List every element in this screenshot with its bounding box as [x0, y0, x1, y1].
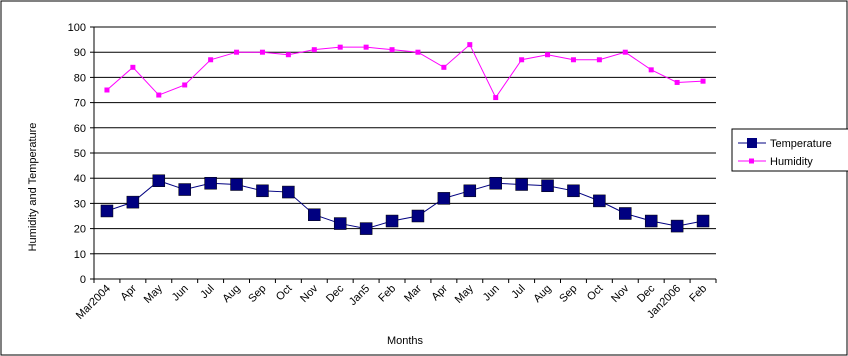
data-point-humidity: [441, 64, 447, 70]
data-point-temperature: [282, 185, 295, 199]
data-point-temperature: [644, 214, 658, 228]
data-point-temperature: [437, 192, 451, 205]
legend-item-temperature: Temperature: [738, 138, 832, 150]
y-tick-label: 20: [74, 224, 86, 236]
data-point-temperature: [178, 183, 191, 196]
y-tick-label: 10: [74, 249, 86, 261]
y-tick-label: 30: [74, 198, 86, 210]
y-tick-label: 60: [74, 123, 86, 135]
data-point-humidity: [337, 44, 343, 50]
data-point-humidity: [596, 57, 602, 63]
series-temperature: [100, 174, 710, 235]
data-point-temperature: [411, 209, 425, 223]
data-point-temperature: [359, 222, 373, 235]
data-point-humidity: [415, 49, 421, 55]
data-point-temperature: [230, 178, 243, 191]
data-point-humidity: [311, 47, 317, 53]
legend-label-humidity: Humidity: [770, 156, 813, 168]
data-point-temperature: [515, 178, 528, 191]
series-humidity: [104, 42, 706, 101]
data-point-humidity: [467, 42, 473, 48]
y-tick-label: 70: [74, 98, 86, 110]
data-point-temperature: [126, 195, 140, 209]
data-point-humidity: [130, 64, 136, 70]
data-point-humidity: [648, 67, 654, 73]
data-point-temperature: [696, 214, 710, 228]
data-point-temperature: [308, 208, 321, 221]
data-point-temperature: [463, 184, 477, 198]
data-point-temperature: [333, 217, 347, 230]
data-point-humidity: [389, 47, 395, 53]
data-point-humidity: [545, 52, 551, 58]
data-point-humidity: [182, 82, 188, 88]
y-tick-label: 40: [74, 173, 86, 185]
y-tick-label: 100: [68, 22, 86, 34]
data-point-humidity: [259, 49, 265, 55]
y-tick-label: 0: [80, 274, 86, 286]
legend-marker-humidity: [749, 158, 754, 164]
data-point-temperature: [670, 219, 684, 233]
data-point-temperature: [100, 204, 114, 218]
data-point-humidity: [363, 44, 369, 50]
data-point-humidity: [674, 79, 680, 85]
data-point-temperature: [489, 176, 502, 190]
y-tick-labels: 0 10 20 30 40 50 60 70 80 90 100: [68, 22, 86, 286]
legend-label-temperature: Temperature: [770, 138, 832, 150]
data-point-humidity: [156, 92, 162, 98]
y-tick-label: 90: [74, 47, 86, 59]
data-point-humidity: [622, 49, 628, 55]
legend-box: [731, 128, 848, 172]
data-point-humidity: [104, 87, 110, 93]
data-point-temperature: [385, 214, 399, 228]
data-point-humidity: [208, 57, 214, 63]
axes: [90, 26, 717, 283]
data-point-humidity: [570, 57, 576, 63]
data-point-temperature: [152, 174, 166, 187]
data-point-humidity: [493, 95, 499, 101]
series-line-humidity: [106, 43, 704, 99]
data-point-temperature: [256, 184, 269, 198]
gridlines: [94, 26, 716, 255]
legend-marker-temperature: [747, 138, 757, 148]
y-tick-label: 50: [74, 148, 86, 160]
data-point-temperature: [541, 179, 554, 193]
data-point-temperature: [593, 194, 606, 208]
y-tick-label: 80: [74, 72, 86, 84]
y-axis-title: Humidity and Temperature: [27, 123, 39, 252]
legend-item-humidity: Humidity: [738, 156, 813, 168]
data-point-temperature: [619, 207, 632, 220]
data-point-humidity: [234, 49, 240, 55]
data-point-humidity: [519, 57, 525, 63]
data-point-humidity: [700, 78, 706, 84]
series: [100, 42, 710, 235]
data-point-temperature: [204, 176, 217, 190]
data-point-humidity: [285, 52, 291, 58]
data-point-temperature: [567, 184, 580, 198]
x-axis-title: Months: [387, 335, 424, 347]
legend: Temperature Humidity: [731, 128, 848, 172]
